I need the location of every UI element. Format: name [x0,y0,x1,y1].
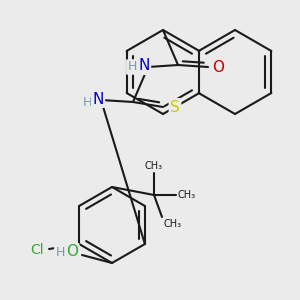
Text: H: H [55,245,65,259]
Text: O: O [212,59,224,74]
Text: CH₃: CH₃ [164,219,182,229]
Text: N: N [138,58,150,74]
Text: S: S [170,100,180,115]
Text: H: H [127,61,137,74]
Text: N: N [92,92,104,106]
Text: CH₃: CH₃ [178,190,196,200]
Text: O: O [66,244,78,260]
Text: Cl: Cl [30,243,44,257]
Text: CH₃: CH₃ [145,161,163,171]
Text: H: H [82,95,92,109]
